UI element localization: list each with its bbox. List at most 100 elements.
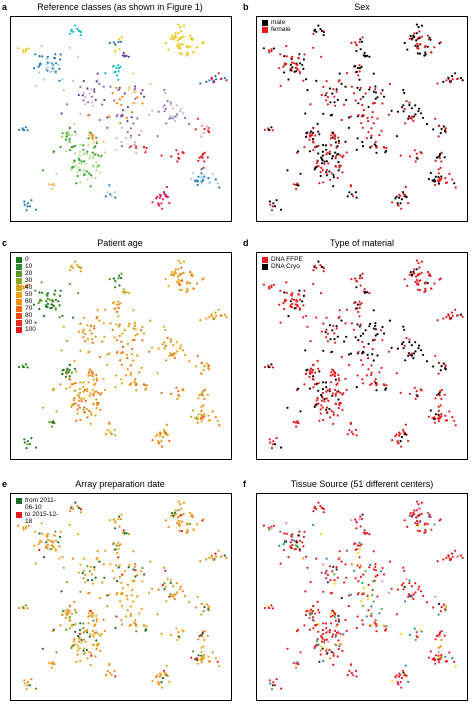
scatter-point	[353, 301, 356, 305]
scatter-point	[438, 361, 441, 365]
scatter-point	[325, 627, 328, 630]
scatter-point	[262, 283, 265, 286]
scatter-point	[46, 292, 50, 295]
scatter-point	[345, 151, 348, 154]
scatter-point	[54, 548, 57, 551]
scatter-point	[75, 660, 78, 663]
scatter-point	[94, 623, 97, 626]
scatter-point	[92, 644, 95, 647]
scatter-point	[108, 519, 111, 522]
scatter-point	[37, 543, 40, 546]
scatter-point	[279, 530, 282, 533]
scatter-point	[434, 654, 437, 657]
scatter-point	[399, 391, 402, 394]
scatter-point	[374, 85, 377, 88]
scatter-point	[322, 590, 325, 593]
scatter-point	[361, 340, 364, 343]
scatter-point	[403, 278, 406, 281]
scatter-point	[359, 98, 362, 101]
scatter-point	[315, 316, 318, 319]
scatter-point	[415, 23, 418, 26]
scatter-point	[76, 653, 79, 656]
scatter-point	[96, 403, 99, 407]
scatter-point	[114, 434, 117, 437]
scatter-point	[313, 383, 317, 386]
scatter-point	[163, 88, 166, 92]
scatter-point	[46, 302, 50, 305]
scatter-point	[381, 102, 384, 105]
scatter-point	[325, 91, 328, 95]
scatter-point	[331, 394, 334, 397]
scatter-point	[120, 513, 123, 516]
scatter-point	[358, 300, 361, 303]
scatter-point	[282, 65, 285, 68]
scatter-point	[106, 126, 109, 129]
scatter-point	[416, 42, 419, 45]
scatter-point	[163, 325, 166, 328]
scatter-point	[366, 291, 369, 294]
scatter-point	[203, 629, 206, 633]
scatter-point	[194, 179, 197, 182]
scatter-point	[115, 310, 119, 313]
scatter-point	[106, 116, 109, 119]
scatter-point	[169, 104, 172, 107]
scatter-point	[219, 314, 222, 317]
scatter-point	[330, 113, 334, 116]
scatter-point	[422, 594, 425, 597]
scatter-point	[168, 595, 171, 598]
scatter-point	[110, 674, 113, 677]
scatter-point	[160, 154, 163, 157]
scatter-point	[280, 208, 283, 211]
scatter-point	[157, 588, 160, 591]
scatter-point	[41, 55, 44, 58]
scatter-point	[174, 268, 177, 271]
scatter-point	[315, 382, 318, 385]
scatter-point	[404, 674, 407, 677]
scatter-point	[87, 622, 90, 625]
scatter-point	[79, 270, 82, 273]
scatter-point	[317, 130, 320, 133]
scatter-point	[78, 391, 81, 395]
scatter-point	[104, 433, 108, 436]
scatter-point	[94, 576, 97, 579]
scatter-point	[132, 327, 135, 330]
scatter-point	[181, 112, 185, 115]
scatter-point	[46, 533, 50, 536]
scatter-point	[161, 343, 164, 346]
scatter-point	[202, 277, 205, 280]
scatter-point	[100, 392, 103, 395]
scatter-point	[24, 363, 27, 366]
scatter-point	[117, 547, 120, 550]
scatter-point	[125, 353, 128, 356]
scatter-point	[22, 528, 25, 531]
scatter-point	[175, 149, 178, 152]
scatter-point	[117, 541, 120, 544]
panel-letter: b	[243, 2, 249, 12]
scatter-point	[313, 505, 317, 508]
scatter-point	[309, 130, 313, 133]
scatter-point	[52, 420, 55, 423]
scatter-point	[117, 315, 120, 318]
scatter-point	[338, 166, 341, 169]
scatter-point	[38, 300, 41, 303]
scatter-point	[371, 339, 375, 342]
scatter-point	[320, 29, 323, 32]
scatter-point	[34, 53, 37, 56]
scatter-point	[439, 166, 442, 169]
scatter-point	[283, 63, 286, 67]
scatter-point	[404, 122, 407, 125]
scatter-point	[117, 566, 120, 569]
scatter-point	[53, 663, 56, 666]
scatter-point	[414, 113, 417, 116]
scatter-point	[380, 366, 383, 369]
scatter-point	[90, 173, 93, 177]
scatter-point	[352, 569, 356, 572]
scatter-point	[438, 415, 441, 418]
legend-swatch	[16, 291, 22, 298]
scatter-point	[355, 43, 358, 46]
scatter-point	[395, 674, 398, 677]
legend-material: DNA FFPE DNA Cryo	[262, 256, 303, 270]
scatter-point	[347, 353, 351, 356]
scatter-point	[391, 201, 394, 204]
scatter-point	[121, 345, 125, 349]
